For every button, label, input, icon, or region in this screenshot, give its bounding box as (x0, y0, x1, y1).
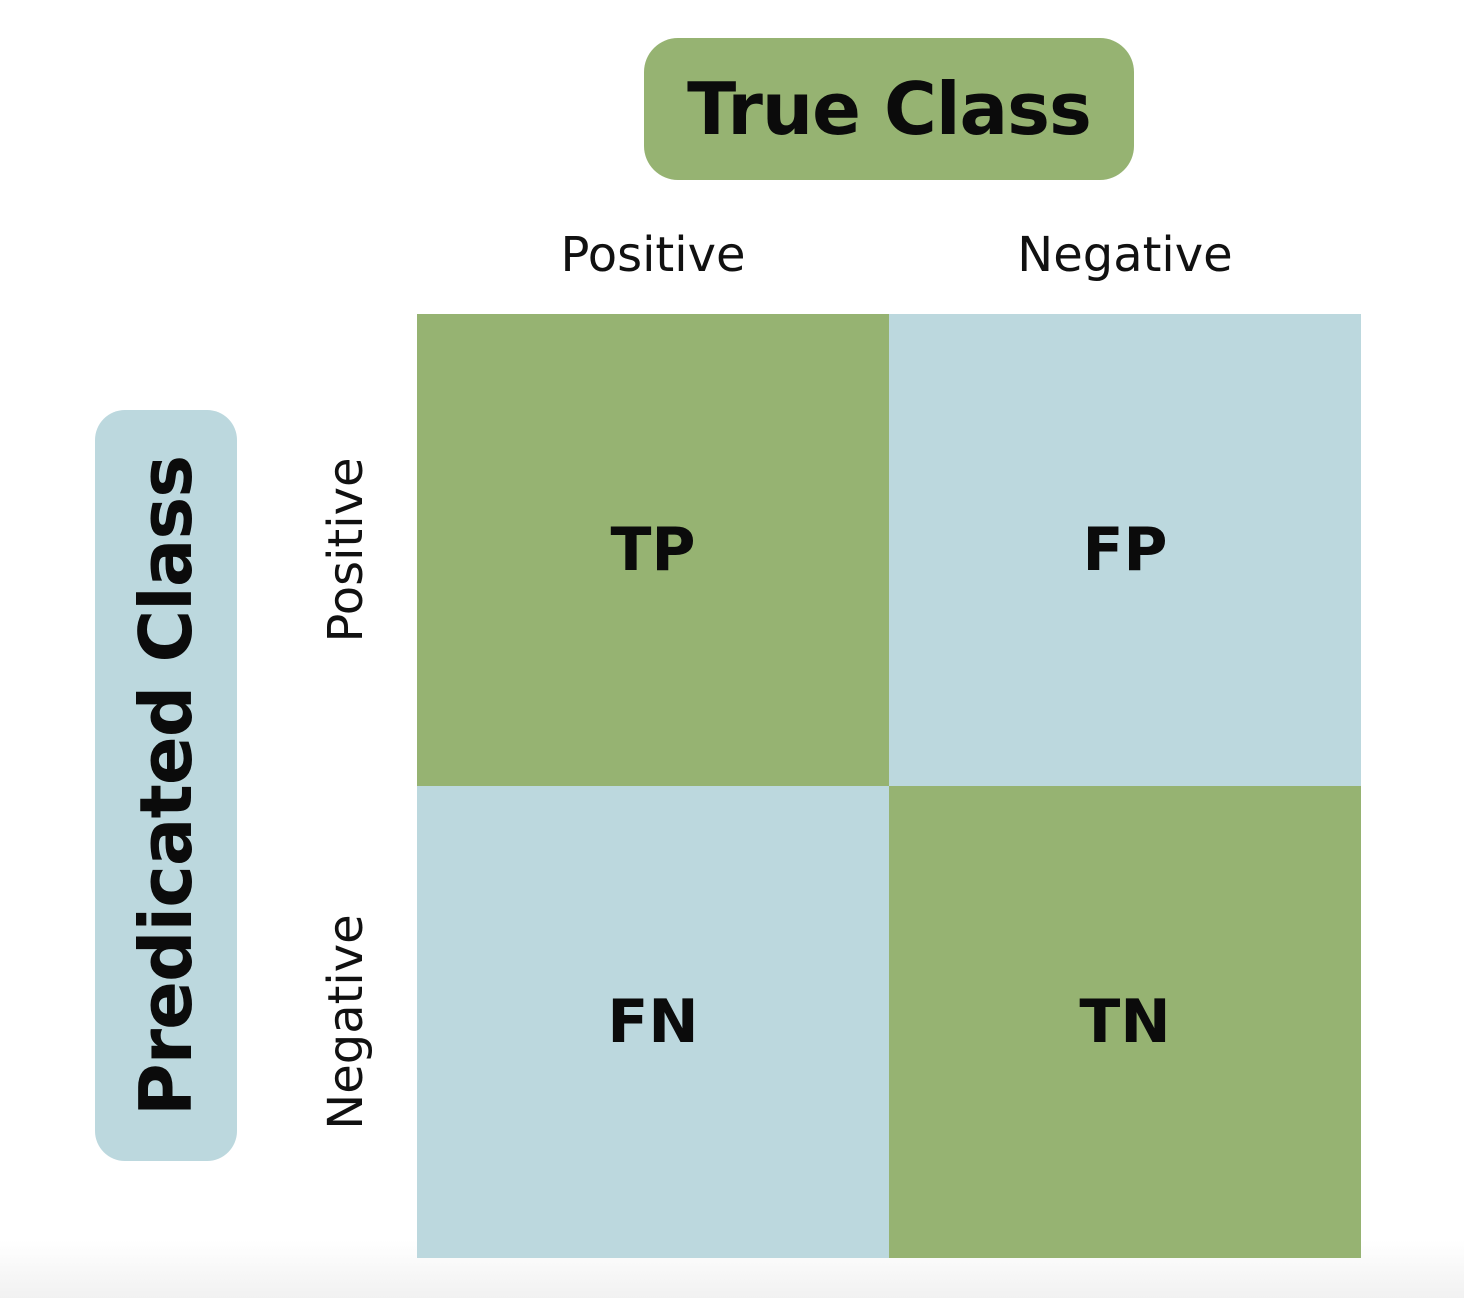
matrix-cell-false-negative: FN (417, 786, 889, 1258)
true-class-title: True Class (687, 67, 1092, 151)
predicated-class-label-box: Predicated Class (95, 410, 237, 1161)
column-header-positive: Positive (560, 227, 746, 283)
row-header-negative-label: Negative (318, 914, 374, 1130)
matrix-cell-true-positive: TP (417, 314, 889, 786)
matrix-cell-false-positive: FP (889, 314, 1361, 786)
matrix-cell-true-negative: TN (889, 786, 1361, 1258)
cell-label-fp: FP (1082, 515, 1168, 585)
row-header-positive: Positive (300, 314, 392, 786)
row-header-negative: Negative (300, 786, 392, 1258)
true-class-label-box: True Class (644, 38, 1134, 180)
row-header-positive-label: Positive (318, 457, 374, 643)
cell-label-fn: FN (607, 987, 699, 1057)
predicated-class-title: Predicated Class (124, 455, 208, 1116)
cell-label-tn: TN (1079, 987, 1171, 1057)
column-header-negative: Negative (1017, 227, 1233, 283)
cell-label-tp: TP (610, 515, 696, 585)
